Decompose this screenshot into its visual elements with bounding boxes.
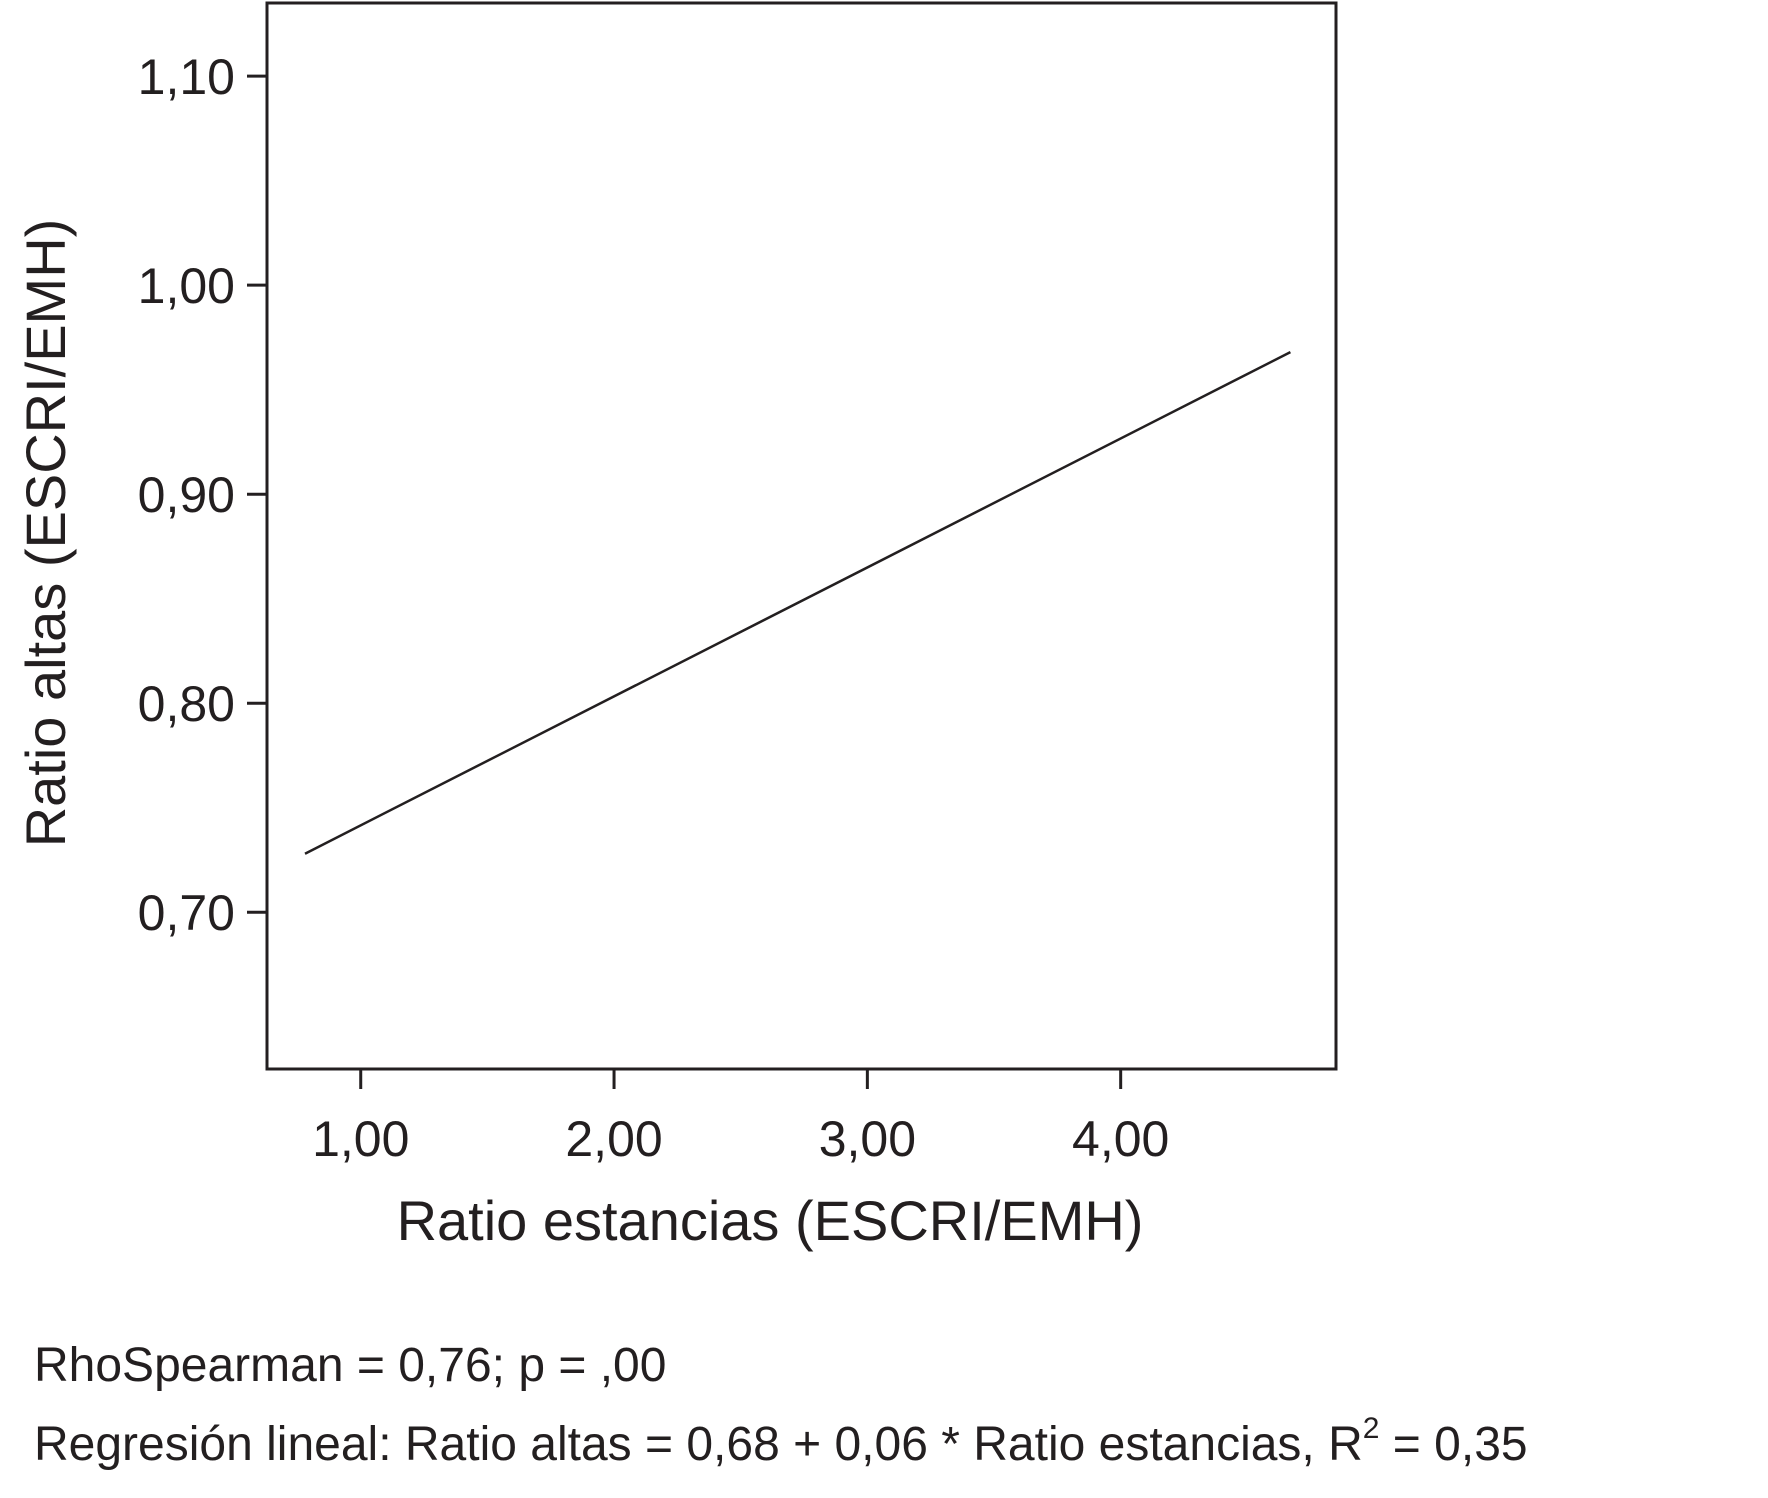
y-axis-ticks: 0,70 0,80 0,90 1,00 1,10 (138, 49, 267, 941)
regression-text: Regresión lineal: Ratio altas = 0,68 + 0… (34, 1418, 1363, 1471)
spearman-note: RhoSpearman = 0,76; p = ,00 (34, 1339, 667, 1392)
x-axis-ticks: 1,00 2,00 3,00 4,00 (312, 1069, 1169, 1167)
x-axis-title: Ratio estancias (ESCRI/EMH) (397, 1189, 1144, 1252)
y-tick-label: 1,00 (138, 258, 235, 314)
regression-chart: 1,00 2,00 3,00 4,00 0,70 0,80 0,90 1,00 1,10 Ra… (14, 1, 1338, 1252)
y-tick-label: 0,80 (138, 676, 235, 732)
regression-value: = 0,35 (1379, 1418, 1528, 1471)
x-tick-label: 2,00 (565, 1111, 662, 1167)
regression-note: Regresión lineal: Ratio altas = 0,68 + 0… (34, 1414, 1528, 1472)
r-squared-exponent: 2 (1362, 1412, 1380, 1445)
x-tick-label: 3,00 (819, 1111, 916, 1167)
series-layer (304, 350, 1291, 855)
plot-frame (265, 1, 1338, 1071)
y-axis-title: Ratio altas (ESCRI/EMH) (14, 219, 77, 848)
y-tick-label: 1,10 (138, 49, 235, 105)
y-tick-label: 0,70 (138, 885, 235, 941)
x-tick-label: 4,00 (1072, 1111, 1169, 1167)
regression-line (304, 350, 1291, 855)
y-tick-label: 0,90 (138, 467, 235, 523)
x-tick-label: 1,00 (312, 1111, 409, 1167)
